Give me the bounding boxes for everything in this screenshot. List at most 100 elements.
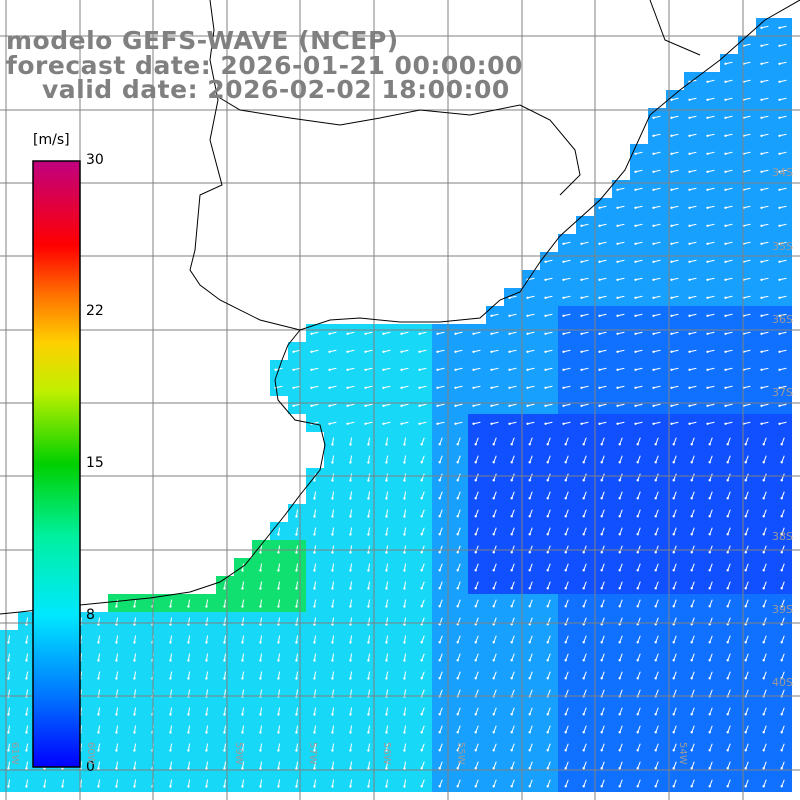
wind-arrow-head bbox=[544, 296, 547, 299]
wind-arrow-head bbox=[760, 278, 763, 281]
wind-arrow-head bbox=[652, 368, 655, 371]
wind-arrow-head bbox=[706, 242, 709, 245]
wind-arrow-head bbox=[328, 350, 331, 353]
wind-arrow-head bbox=[438, 587, 441, 590]
wind-arrow-head bbox=[7, 659, 10, 662]
wind-arrow-head bbox=[295, 731, 298, 734]
wind-arrow-head bbox=[43, 785, 46, 788]
wind-arrow-head bbox=[7, 731, 10, 734]
wind-arrow-head bbox=[364, 422, 367, 425]
wind-arrow-head bbox=[564, 461, 567, 464]
wind-arrow-head bbox=[528, 641, 531, 644]
wind-arrow-head bbox=[277, 551, 280, 554]
wind-arrow-head bbox=[724, 260, 727, 263]
wind-arrow-head bbox=[706, 386, 709, 389]
wind-arrow-head bbox=[652, 224, 655, 227]
wind-arrow-head bbox=[670, 152, 673, 155]
wind-arrow-head bbox=[706, 116, 709, 119]
wind-arrow-head bbox=[690, 479, 693, 482]
wind-arrow-head bbox=[654, 767, 657, 770]
wind-arrow-head bbox=[564, 443, 567, 446]
wind-arrow-head bbox=[454, 350, 457, 353]
wind-arrow-head bbox=[259, 785, 262, 788]
wind-arrow-head bbox=[474, 587, 477, 590]
wind-arrow-head bbox=[616, 224, 619, 227]
wind-arrow-head bbox=[400, 332, 403, 335]
wind-arrow-head bbox=[634, 350, 637, 353]
wind-arrow-head bbox=[205, 659, 208, 662]
wind-arrow-head bbox=[205, 731, 208, 734]
wind-arrow-head bbox=[564, 731, 567, 734]
wind-arrow-head bbox=[403, 479, 406, 482]
wind-arrow-head bbox=[744, 605, 747, 608]
wind-arrow-head bbox=[546, 659, 549, 662]
wind-arrow-head bbox=[690, 569, 693, 572]
wind-arrow-head bbox=[7, 749, 10, 752]
wind-arrow-head bbox=[528, 749, 531, 752]
wind-arrow-head bbox=[420, 749, 423, 752]
wind-arrow-head bbox=[295, 677, 298, 680]
wind-arrow-head bbox=[654, 713, 657, 716]
wind-arrow-head bbox=[546, 533, 549, 536]
wind-arrow-head bbox=[672, 569, 675, 572]
wind-arrow-head bbox=[277, 677, 280, 680]
wind-arrow-head bbox=[526, 404, 529, 407]
wind-arrow-head bbox=[672, 551, 675, 554]
wind-arrow-head bbox=[780, 659, 783, 662]
wind-arrow-head bbox=[400, 422, 403, 425]
wind-arrow-head bbox=[526, 332, 529, 335]
wind-arrow-head bbox=[349, 497, 352, 500]
wind-arrow-head bbox=[582, 713, 585, 716]
wind-arrow-head bbox=[672, 623, 675, 626]
wind-arrow-head bbox=[724, 224, 727, 227]
wind-arrow-head bbox=[544, 260, 547, 263]
wind-arrow-head bbox=[115, 767, 118, 770]
wind-arrow-head bbox=[762, 605, 765, 608]
wind-arrow-head bbox=[364, 332, 367, 335]
wind-arrow-head bbox=[528, 497, 531, 500]
wind-arrow-head bbox=[672, 731, 675, 734]
wind-arrow-head bbox=[652, 278, 655, 281]
wind-arrow-head bbox=[778, 350, 781, 353]
wind-arrow-head bbox=[349, 587, 352, 590]
wind-arrow-head bbox=[598, 260, 601, 263]
wind-arrow-head bbox=[7, 713, 10, 716]
wind-arrow-head bbox=[7, 677, 10, 680]
wind-arrow-head bbox=[562, 350, 565, 353]
wind-arrow-head bbox=[600, 461, 603, 464]
wind-arrow-head bbox=[546, 749, 549, 752]
wind-arrow-head bbox=[726, 785, 729, 788]
wind-arrow-head bbox=[313, 551, 316, 554]
wind-arrow-head bbox=[778, 260, 781, 263]
wind-arrow-head bbox=[259, 587, 262, 590]
wind-arrow-head bbox=[510, 731, 513, 734]
wind-arrow-head bbox=[580, 332, 583, 335]
wind-arrow-head bbox=[546, 785, 549, 788]
wind-arrow-head bbox=[313, 569, 316, 572]
wind-arrow-head bbox=[115, 785, 118, 788]
wind-arrow-head bbox=[241, 731, 244, 734]
wind-arrow-head bbox=[600, 533, 603, 536]
colorbar-tick-22: 22 bbox=[86, 303, 104, 319]
wind-arrow-head bbox=[97, 749, 100, 752]
wind-arrow-head bbox=[349, 677, 352, 680]
wind-arrow-head bbox=[456, 659, 459, 662]
wind-arrow-head bbox=[708, 713, 711, 716]
wind-arrow-head bbox=[778, 332, 781, 335]
wind-arrow-head bbox=[780, 515, 783, 518]
wind-arrow-head bbox=[526, 314, 529, 317]
wind-arrow-head bbox=[580, 224, 583, 227]
wind-arrow-head bbox=[187, 605, 190, 608]
wind-arrow-head bbox=[490, 332, 493, 335]
wind-arrow-head bbox=[762, 641, 765, 644]
wind-arrow-head bbox=[438, 731, 441, 734]
wind-arrow-head bbox=[456, 767, 459, 770]
wind-arrow-head bbox=[526, 296, 529, 299]
lat-label-39s: 39S bbox=[772, 603, 793, 616]
wind-arrow-head bbox=[634, 242, 637, 245]
wind-arrow-head bbox=[600, 767, 603, 770]
wind-arrow-head bbox=[546, 479, 549, 482]
wind-arrow-head bbox=[420, 533, 423, 536]
wind-arrow-head bbox=[403, 497, 406, 500]
wind-arrow-head bbox=[385, 713, 388, 716]
